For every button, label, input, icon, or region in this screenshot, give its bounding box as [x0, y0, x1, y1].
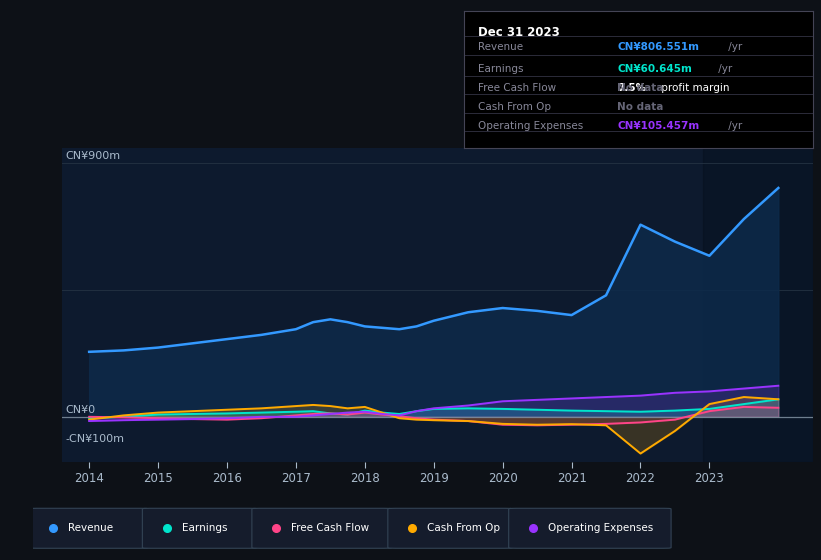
Text: Revenue: Revenue — [68, 523, 113, 533]
Text: 7.5%: 7.5% — [617, 83, 646, 93]
Text: Revenue: Revenue — [478, 42, 523, 52]
Text: profit margin: profit margin — [658, 83, 729, 93]
FancyBboxPatch shape — [252, 508, 392, 548]
Text: -CN¥100m: -CN¥100m — [65, 433, 124, 444]
FancyBboxPatch shape — [509, 508, 671, 548]
Text: CN¥60.645m: CN¥60.645m — [617, 64, 692, 74]
Text: Cash From Op: Cash From Op — [427, 523, 500, 533]
Text: No data: No data — [617, 102, 663, 112]
Text: Earnings: Earnings — [478, 64, 523, 74]
Text: Operating Expenses: Operating Expenses — [548, 523, 654, 533]
Text: Earnings: Earnings — [181, 523, 227, 533]
FancyBboxPatch shape — [388, 508, 512, 548]
Text: Cash From Op: Cash From Op — [478, 102, 551, 112]
Text: Dec 31 2023: Dec 31 2023 — [478, 26, 560, 39]
Text: /yr: /yr — [715, 64, 732, 74]
Text: Free Cash Flow: Free Cash Flow — [478, 83, 556, 93]
Text: /yr: /yr — [725, 42, 742, 52]
Text: CN¥0: CN¥0 — [65, 405, 95, 416]
Text: /yr: /yr — [725, 122, 742, 132]
Bar — [703, 148, 813, 462]
Text: Free Cash Flow: Free Cash Flow — [291, 523, 369, 533]
FancyBboxPatch shape — [142, 508, 257, 548]
Text: CN¥900m: CN¥900m — [65, 151, 120, 161]
Text: CN¥806.551m: CN¥806.551m — [617, 42, 699, 52]
Text: Operating Expenses: Operating Expenses — [478, 122, 583, 132]
Text: No data: No data — [617, 83, 663, 93]
Text: CN¥105.457m: CN¥105.457m — [617, 122, 699, 132]
FancyBboxPatch shape — [29, 508, 149, 548]
